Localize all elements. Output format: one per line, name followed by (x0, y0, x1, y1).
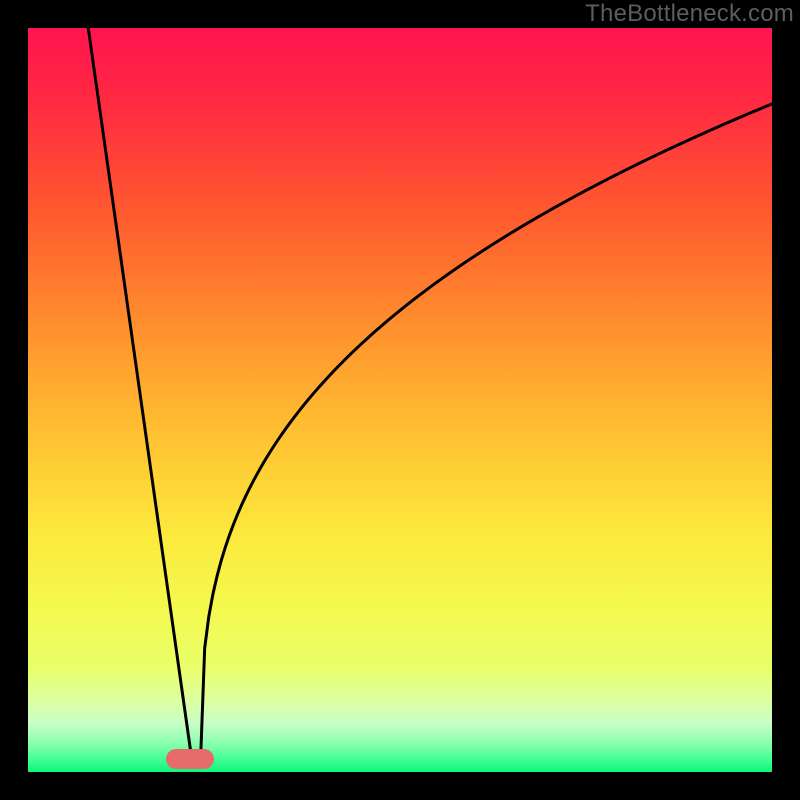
chart-frame: TheBottleneck.com (0, 0, 800, 800)
watermark-text: TheBottleneck.com (585, 0, 794, 28)
optimum-marker (166, 749, 214, 769)
left-curve (88, 28, 191, 759)
right-curve (201, 104, 772, 759)
plot-area (28, 28, 772, 772)
curves-layer (28, 28, 772, 772)
